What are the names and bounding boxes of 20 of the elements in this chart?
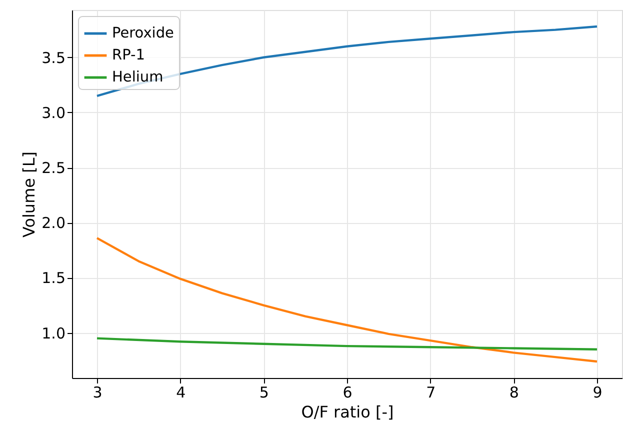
x-tick-label: 5 (259, 384, 269, 402)
y-tick-label: 2.0 (42, 214, 66, 232)
y-tick-label: 2.5 (42, 159, 66, 178)
y-tick-label: 3.5 (42, 48, 66, 67)
legend-label: Peroxide (112, 26, 174, 42)
legend-label: Helium (112, 70, 164, 86)
legend-label: RP-1 (112, 48, 145, 64)
line-series (96, 337, 598, 350)
x-tick-label: 9 (592, 384, 602, 402)
x-tick-label: 6 (342, 384, 352, 402)
y-tick-label: 3.0 (42, 104, 66, 122)
x-tick-label: 4 (176, 384, 186, 402)
y-axis-title: Volume [L] (20, 152, 39, 238)
x-axis-title: O/F ratio [-] (301, 402, 394, 422)
x-tick-label: 7 (426, 384, 436, 402)
x-tick-label: 8 (509, 384, 519, 402)
line-series (96, 236, 598, 363)
y-tick-label: 1.5 (42, 269, 66, 288)
y-tick-label: 1.0 (42, 324, 66, 342)
x-tick-label: 3 (92, 384, 102, 402)
